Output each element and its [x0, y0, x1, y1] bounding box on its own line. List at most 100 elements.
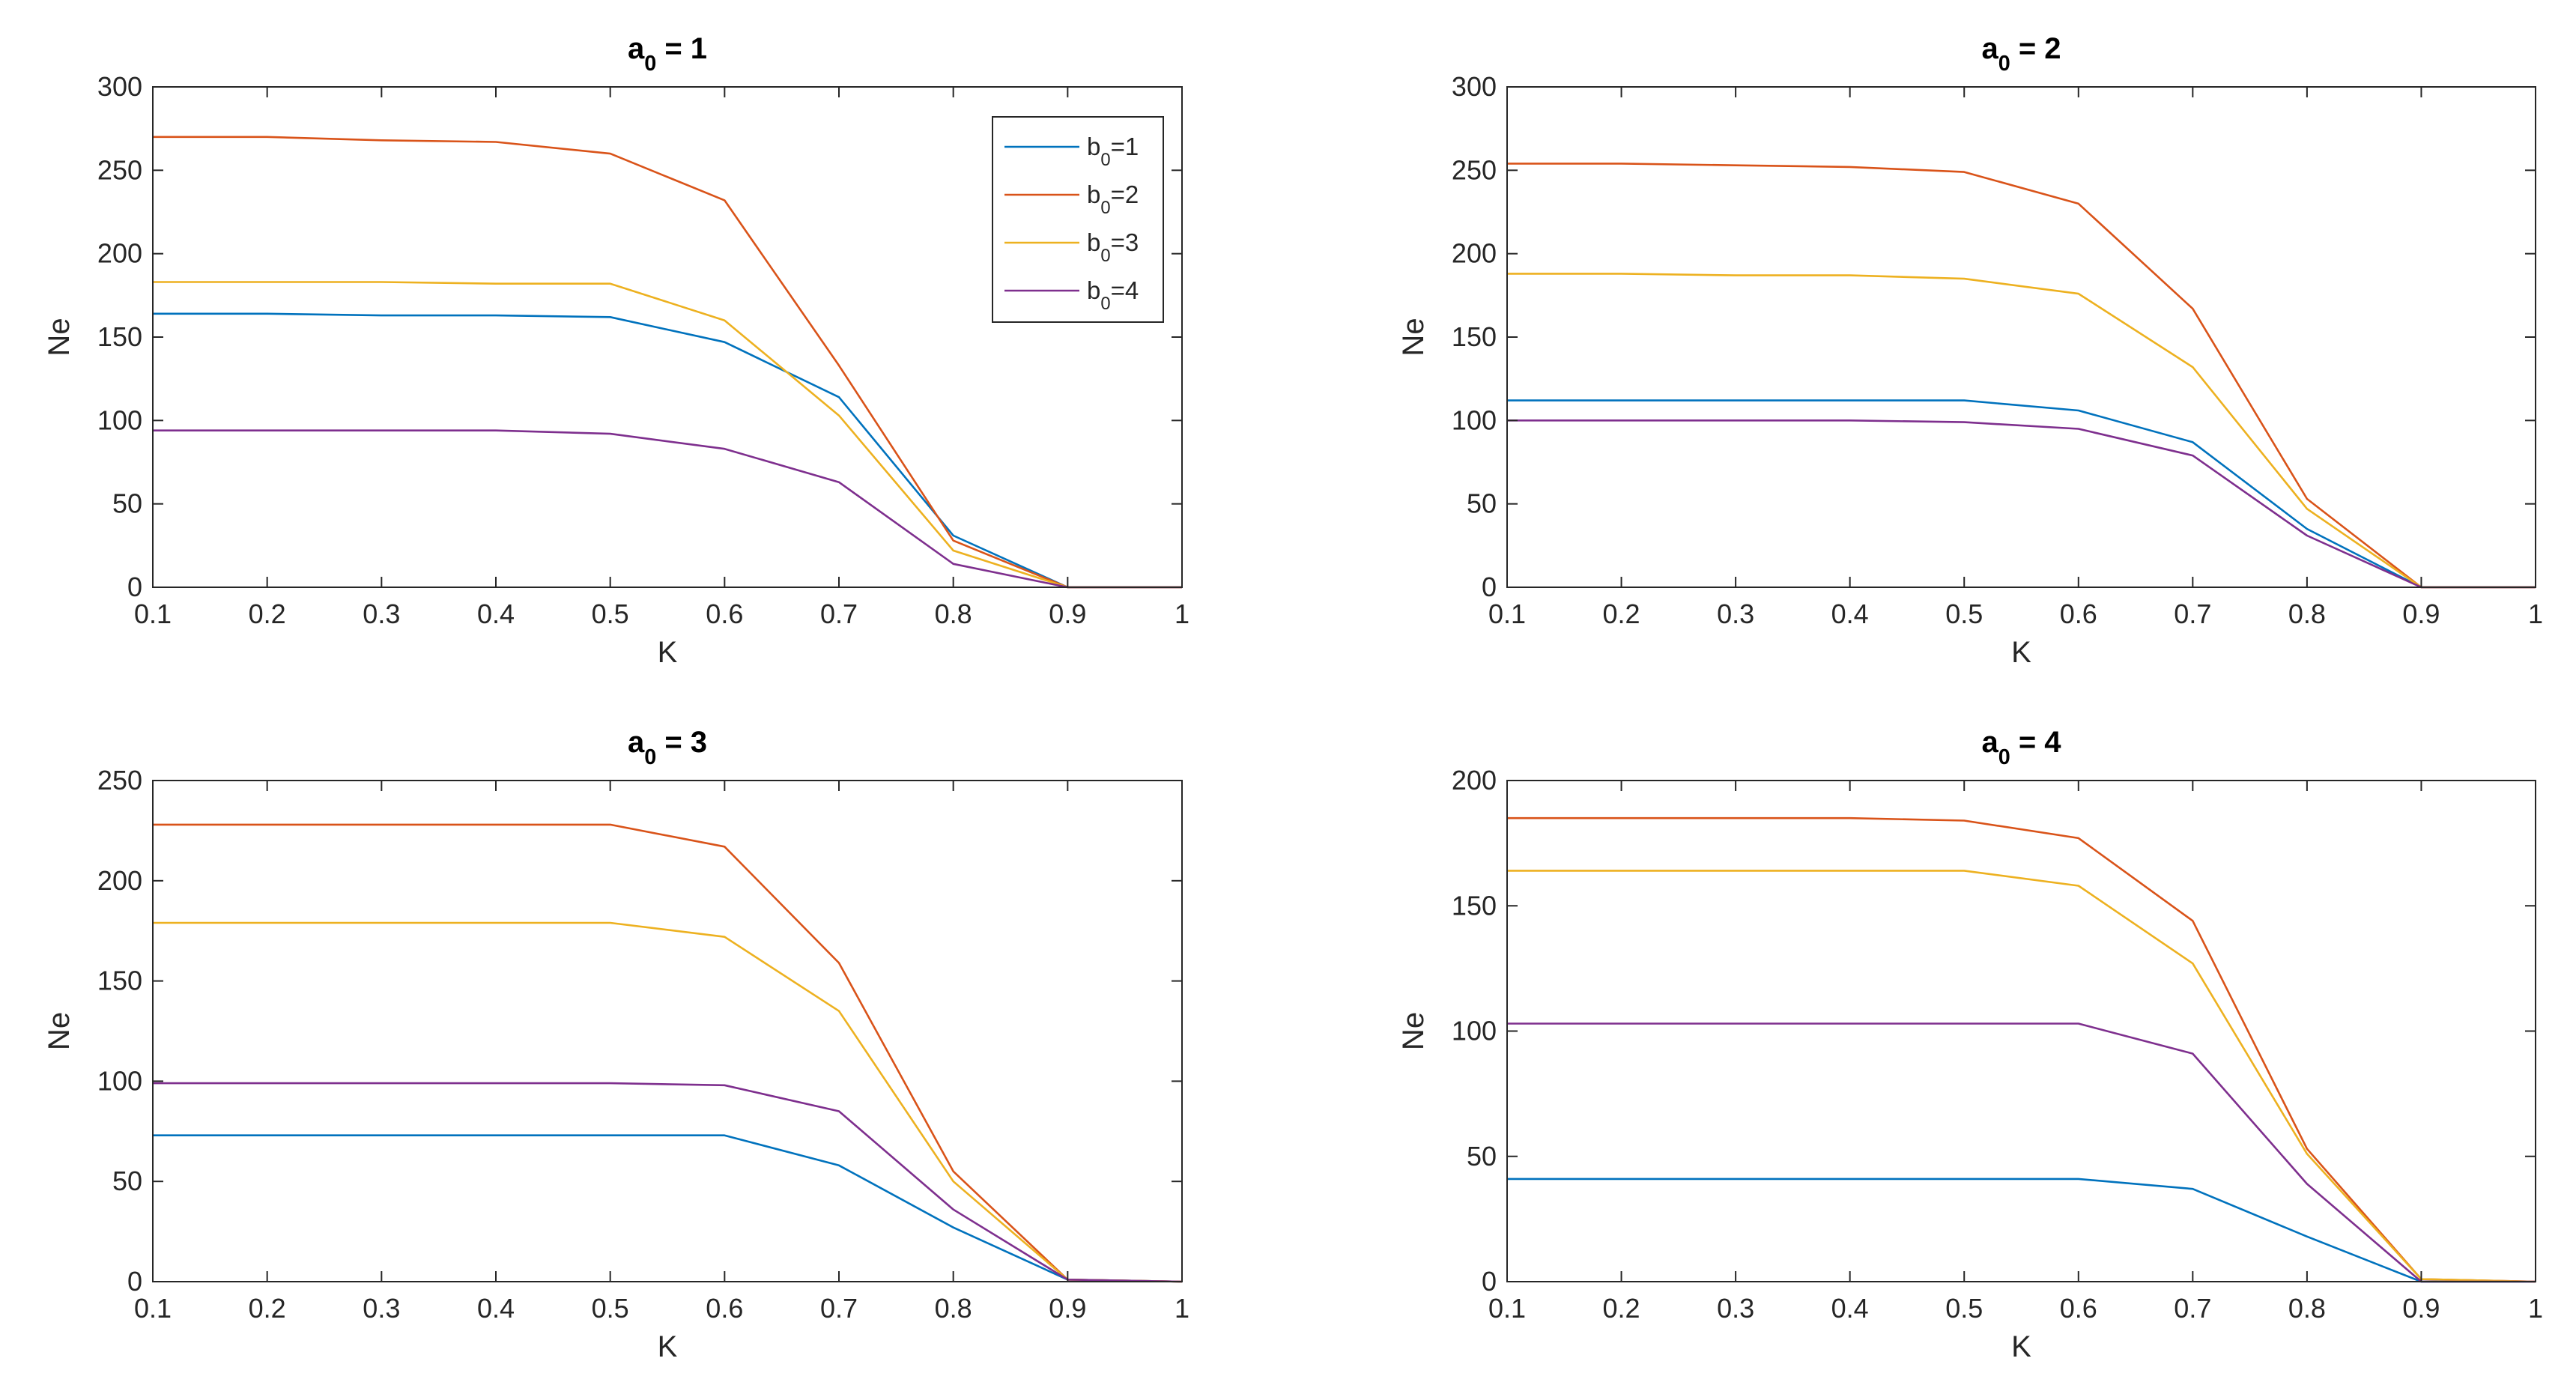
x-tick-label: 0.2 [249, 599, 286, 629]
legend-label-suffix: =3 [1111, 228, 1139, 256]
x-tick-label: 0.3 [363, 599, 400, 629]
y-tick-label: 50 [112, 488, 142, 519]
series-line-b0-4 [153, 1082, 1183, 1283]
plot-area [1507, 87, 2536, 587]
x-tick-label: 0.4 [477, 1293, 515, 1324]
y-tick-label: 200 [97, 865, 142, 896]
series-line-b0-1 [1507, 399, 2536, 589]
chart-panel-4: 0.1 0.2 0.3 0.4 0.5 0.6 0.7 0.8 0.9 1 0 50 100 150 200… [1397, 726, 2543, 1363]
x-tick-label: 0.3 [1717, 1293, 1754, 1324]
x-tick-label: 0.7 [2174, 1293, 2211, 1324]
legend-item-b0-3: b0=3 [1004, 228, 1139, 266]
series-line-b0-3 [1507, 870, 2536, 1283]
x-tick-label: 0.4 [1831, 599, 1869, 629]
series-line-b0-1 [153, 312, 1182, 589]
chart-title-suffix: = 2 [2010, 32, 2061, 65]
chart-title-main: a [1981, 32, 1998, 65]
y-tick-label: 300 [97, 71, 142, 102]
x-tick-label: 0.5 [1945, 599, 1983, 629]
x-tick-label: 0.5 [592, 1293, 629, 1324]
axes-box [152, 780, 1183, 1282]
plot-area [153, 781, 1182, 1282]
x-tick-label: 0.4 [1831, 1293, 1869, 1324]
x-tick-label: 0.2 [1603, 1293, 1640, 1324]
series-line-b0-3 [153, 921, 1183, 1283]
x-tick-label: 0.1 [134, 599, 172, 629]
y-tick-label: 150 [1452, 890, 1497, 921]
x-axis-label: K [2011, 1330, 2031, 1363]
x-tick-label: 0.5 [592, 599, 629, 629]
x-tick-label: 0.1 [1488, 599, 1526, 629]
x-tick-label: 0.1 [1488, 1293, 1526, 1324]
y-tick-label: 100 [97, 404, 142, 435]
x-axis-label: K [2011, 636, 2031, 669]
series-line-b0-2 [1507, 816, 2536, 1283]
chart-title-suffix: = 4 [2010, 726, 2062, 759]
y-tick-label: 100 [1452, 404, 1497, 435]
y-tick-label: 50 [112, 1166, 142, 1196]
chart-panel-3: 0.1 0.2 0.3 0.4 0.5 0.6 0.7 0.8 0.9 1 0 50 100 150 200… [43, 726, 1189, 1363]
x-tick-label: 0.8 [2288, 599, 2326, 629]
x-tick-label: 0.7 [820, 599, 858, 629]
plot-area [1507, 781, 2536, 1282]
y-tick-label: 50 [1467, 1141, 1497, 1172]
y-axis-label: Ne [43, 318, 76, 356]
legend-label-subscript: 0 [1100, 198, 1110, 218]
series-line-b0-2 [153, 136, 1182, 589]
legend: b0=1b0=2b0=3b0=4 [992, 116, 1164, 323]
series-line-b0-3 [153, 281, 1182, 589]
x-tick-label: 0.6 [706, 1293, 743, 1324]
x-tick-label: 1 [2528, 1293, 2543, 1324]
chart-title: a0 = 2 [1981, 32, 2061, 76]
chart-title: a0 = 3 [628, 726, 707, 769]
series-line-b0-4 [1507, 1022, 2536, 1283]
x-tick-label: 0.6 [706, 599, 743, 629]
legend-item-b0-4: b0=4 [1004, 276, 1139, 314]
y-axis-label: Ne [43, 1012, 76, 1050]
y-tick-label: 100 [97, 1065, 142, 1096]
x-tick-label: 0.3 [363, 1293, 400, 1324]
y-tick-label: 250 [97, 154, 142, 185]
legend-label-suffix: =1 [1111, 133, 1139, 160]
series-line-b0-1 [1507, 1178, 2536, 1283]
x-tick-label: 0.9 [1049, 599, 1086, 629]
series-line-b0-4 [153, 429, 1182, 589]
legend-label-subscript: 0 [1100, 246, 1110, 266]
series-line-b0-2 [153, 823, 1183, 1283]
chart-title-main: a [1981, 726, 1998, 759]
y-tick-label: 150 [97, 321, 142, 352]
chart-title-subscript: 0 [1998, 745, 2010, 769]
series-line-b0-2 [1507, 163, 2536, 589]
x-tick-label: 0.2 [1603, 599, 1640, 629]
legend-label-suffix: =4 [1111, 276, 1139, 304]
legend-label: b0=1 [1087, 133, 1139, 170]
x-tick-label: 0.5 [1945, 1293, 1983, 1324]
chart-title-main: a [628, 32, 645, 65]
x-axis-label: K [658, 636, 678, 669]
x-tick-label: 0.3 [1717, 599, 1754, 629]
legend-label: b0=2 [1087, 181, 1139, 218]
x-tick-label: 1 [2528, 599, 2543, 629]
legend-label-suffix: =2 [1111, 181, 1139, 208]
x-tick-label: 0.8 [935, 599, 972, 629]
x-tick-label: 0.6 [2060, 599, 2097, 629]
y-tick-label: 150 [1452, 321, 1497, 352]
chart-title: a0 = 4 [1981, 726, 2061, 769]
legend-item-b0-1: b0=1 [1004, 133, 1139, 170]
chart-title-main: a [628, 726, 645, 759]
chart-title-suffix: = 3 [656, 726, 707, 759]
chart-panel-2: 0.1 0.2 0.3 0.4 0.5 0.6 0.7 0.8 0.9 1 0 50 100 150 200… [1397, 32, 2543, 669]
x-tick-label: 1 [1175, 1293, 1189, 1324]
x-tick-label: 0.8 [935, 1293, 972, 1324]
y-tick-label: 0 [127, 572, 142, 602]
legend-label-main: b [1087, 228, 1100, 256]
x-tick-label: 0.2 [249, 1293, 286, 1324]
x-axis-label: K [658, 1330, 678, 1363]
y-tick-label: 250 [97, 765, 142, 796]
y-tick-label: 300 [1452, 71, 1497, 102]
legend-box [992, 116, 1164, 323]
y-axis-label: Ne [1397, 318, 1430, 356]
x-tick-label: 0.9 [1049, 1293, 1086, 1324]
y-tick-label: 0 [1482, 1266, 1497, 1297]
